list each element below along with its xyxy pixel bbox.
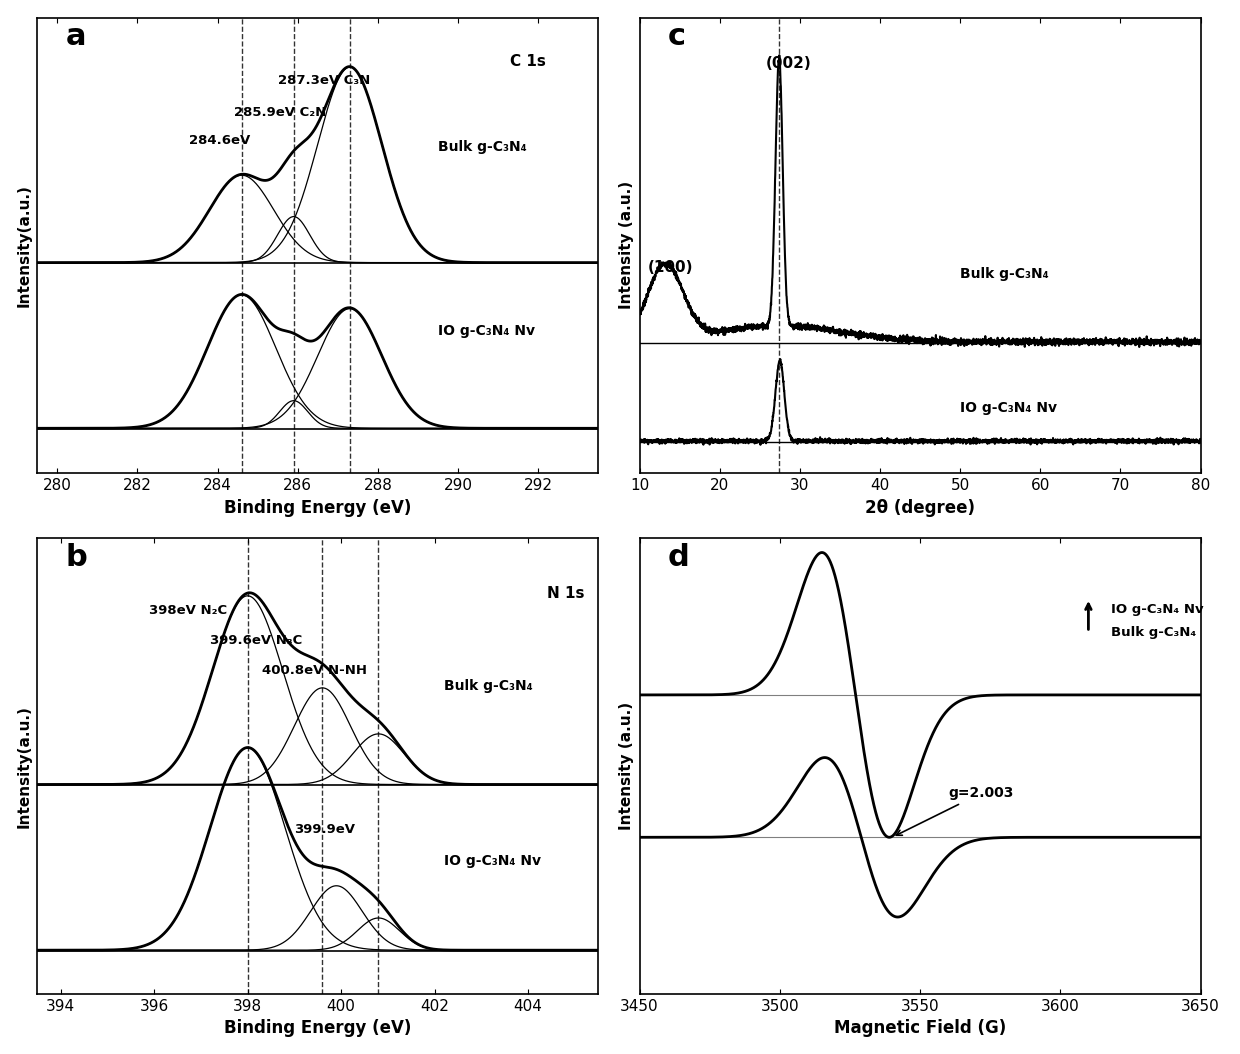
X-axis label: Magnetic Field (G): Magnetic Field (G) — [835, 1019, 1006, 1037]
Text: Bulk g-C₃N₄: Bulk g-C₃N₄ — [438, 140, 527, 154]
Text: c: c — [667, 22, 686, 51]
Text: 400.8eV N-NH: 400.8eV N-NH — [262, 664, 367, 677]
Y-axis label: Intensity (a.u.): Intensity (a.u.) — [619, 702, 634, 831]
Text: (100): (100) — [647, 260, 693, 275]
Text: IO g-C₃N₄ Nv: IO g-C₃N₄ Nv — [444, 854, 541, 868]
Y-axis label: Intensity (a.u.): Intensity (a.u.) — [619, 181, 634, 310]
Text: 399.9eV: 399.9eV — [294, 823, 356, 836]
Text: g=2.003: g=2.003 — [897, 786, 1013, 835]
Text: Bulk g-C₃N₄: Bulk g-C₃N₄ — [960, 267, 1049, 280]
Text: N 1s: N 1s — [547, 586, 584, 601]
Text: IO g-C₃N₄ Nv: IO g-C₃N₄ Nv — [960, 401, 1058, 414]
Text: 287.3eV C₃N: 287.3eV C₃N — [278, 74, 370, 87]
Text: d: d — [667, 543, 689, 571]
Y-axis label: Intensity(a.u.): Intensity(a.u.) — [16, 705, 32, 827]
Text: 284.6eV: 284.6eV — [190, 134, 250, 148]
Text: a: a — [66, 22, 86, 51]
Text: Bulk g-C₃N₄: Bulk g-C₃N₄ — [1111, 626, 1197, 639]
Text: 399.6eV N₃C: 399.6eV N₃C — [211, 635, 303, 647]
Text: IO g-C₃N₄ Nv: IO g-C₃N₄ Nv — [1111, 603, 1204, 616]
X-axis label: Binding Energy (eV): Binding Energy (eV) — [224, 499, 412, 516]
Text: IO g-C₃N₄ Nv: IO g-C₃N₄ Nv — [438, 324, 534, 338]
X-axis label: Binding Energy (eV): Binding Energy (eV) — [224, 1019, 412, 1037]
Text: (002): (002) — [766, 57, 812, 72]
Text: Bulk g-C₃N₄: Bulk g-C₃N₄ — [444, 679, 533, 694]
Text: 398eV N₂C: 398eV N₂C — [150, 604, 228, 618]
Text: 285.9eV C₂N: 285.9eV C₂N — [233, 106, 326, 119]
Y-axis label: Intensity(a.u.): Intensity(a.u.) — [16, 183, 32, 307]
Text: C 1s: C 1s — [510, 54, 546, 69]
X-axis label: 2θ (degree): 2θ (degree) — [866, 499, 975, 516]
Text: b: b — [66, 543, 87, 571]
